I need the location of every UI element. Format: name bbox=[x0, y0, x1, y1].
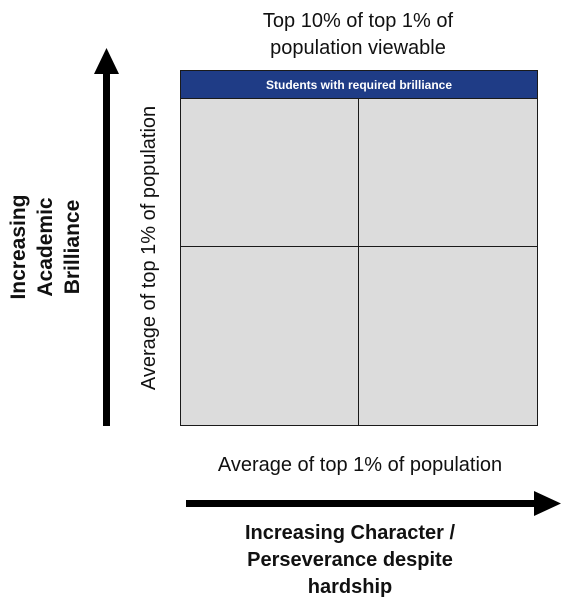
vertical-divider bbox=[358, 99, 359, 425]
y-axis-title-line-3: Brilliance bbox=[61, 199, 84, 295]
quadrant-top-right bbox=[359, 99, 537, 246]
arrow-up-icon bbox=[94, 48, 119, 426]
top-title: Top 10% of top 1% of population viewable bbox=[200, 8, 516, 62]
y-axis-title-line-1: Increasing bbox=[7, 194, 30, 300]
horizontal-divider bbox=[181, 246, 537, 247]
y-axis-title: Increasing Academic Brilliance bbox=[5, 127, 89, 367]
top-title-line-1: Top 10% of top 1% of bbox=[262, 10, 454, 32]
quadrant-top-left bbox=[181, 99, 358, 246]
x-axis-title-line-3: hardship bbox=[307, 576, 393, 598]
quadrant-bottom-left bbox=[181, 247, 358, 425]
y-inner-label: Average of top 1% of population bbox=[138, 105, 160, 391]
x-inner-label: Average of top 1% of population bbox=[217, 454, 503, 476]
y-axis-title-line-2: Academic bbox=[34, 197, 57, 297]
x-axis-title-line-1: Increasing Character / bbox=[244, 522, 456, 544]
arrow-right-icon bbox=[186, 491, 561, 516]
x-axis-title-line-2: Perseverance despite bbox=[247, 549, 453, 571]
quadrant-bottom-right bbox=[359, 247, 537, 425]
top-title-line-2: population viewable bbox=[270, 37, 446, 59]
quadrant-grid: Students with required brilliance bbox=[180, 70, 538, 426]
header-band: Students with required brilliance bbox=[181, 71, 537, 99]
x-axis-title: Increasing Character / Perseverance desp… bbox=[200, 520, 500, 601]
